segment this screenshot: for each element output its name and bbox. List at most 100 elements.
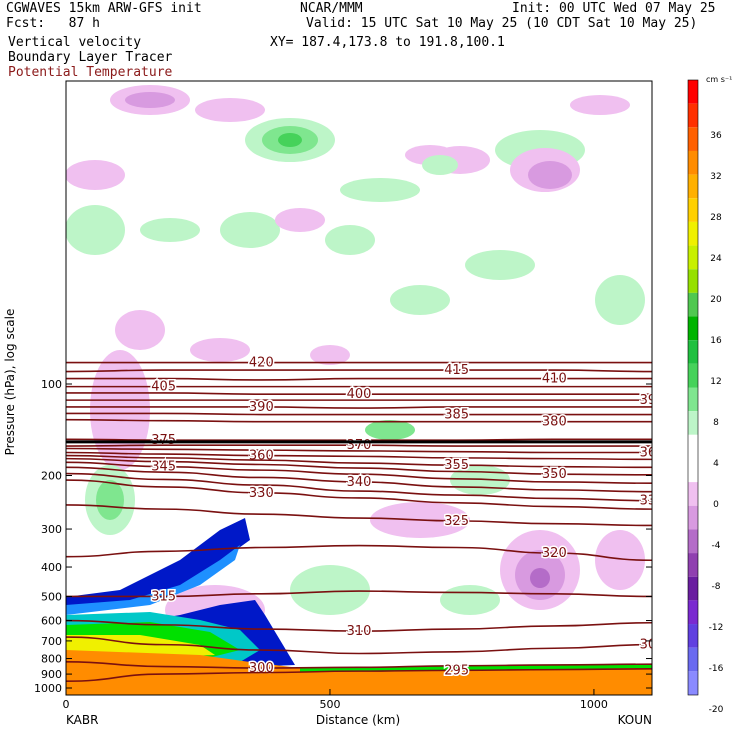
theta-label-315: 315	[151, 589, 176, 604]
vv-blob-14	[140, 218, 200, 242]
theta-line-295	[66, 668, 652, 683]
colorbar-swatch-22	[688, 600, 698, 625]
theta-line-360	[66, 451, 652, 461]
colorbar-swatch-24	[688, 647, 698, 672]
theta-line-335	[66, 472, 652, 502]
vv-blob-10	[528, 161, 572, 189]
vv-blob-17	[325, 225, 375, 255]
colorbar-label-14: -20	[709, 705, 724, 715]
x-tick-label-0: 0	[63, 698, 70, 711]
colorbar-swatch-19	[688, 529, 698, 554]
theta-label-295: 295	[444, 663, 469, 678]
colorbar-swatch-0	[688, 80, 698, 104]
vv-blob-16	[275, 208, 325, 232]
vv-blob-13	[66, 205, 125, 255]
colorbar-label-13: -16	[709, 664, 724, 674]
theta-label-390: 390	[249, 400, 274, 415]
vv-blob-36	[290, 565, 370, 615]
colorbar-swatch-14	[688, 411, 698, 435]
colorbar-label-2: 28	[710, 213, 722, 223]
y-tick-label-700: 700	[41, 635, 62, 648]
colorbar-swatch-20	[688, 553, 698, 577]
theta-line-390	[66, 406, 652, 409]
colorbar-label-12: -12	[709, 623, 724, 633]
field-boundary-layer-tracer: Boundary Layer Tracer	[8, 50, 173, 65]
x-tick-label-1000: 1000	[580, 698, 608, 711]
colorbar-swatch-4	[688, 174, 698, 199]
theta-line-310	[66, 619, 652, 632]
tracer-region-6	[66, 650, 652, 695]
y-tick-label-800: 800	[41, 653, 62, 666]
x-tick-label-500: 500	[319, 698, 340, 711]
theta-label-380: 380	[542, 415, 567, 430]
theta-label-395: 395	[640, 393, 665, 408]
colorbar-swatch-2	[688, 127, 698, 151]
y-tick-label-200: 200	[41, 470, 62, 483]
colorbar-frame	[687, 79, 699, 696]
left-endpoint-label: KABR	[66, 713, 98, 727]
theta-label-320: 320	[542, 546, 567, 561]
colorbar-swatch-16	[688, 458, 698, 483]
colorbar-label-4: 20	[710, 295, 722, 305]
colorbar-swatch-12	[688, 363, 698, 388]
theta-line-355	[66, 454, 652, 469]
vv-blob-29	[365, 420, 415, 440]
vertical-velocity-fill	[66, 85, 645, 635]
colorbar-label-7: 8	[713, 418, 719, 428]
colorbar-swatch-3	[688, 150, 698, 175]
theta-line-370	[66, 444, 652, 447]
vv-blob-28	[96, 480, 124, 520]
vv-blob-19	[190, 338, 250, 362]
right-endpoint-label: KOUN	[618, 713, 652, 727]
colorbar-swatch-8	[688, 269, 698, 293]
theta-label-350: 350	[542, 467, 567, 482]
vv-blob-23	[390, 285, 450, 315]
theta-line-315	[66, 590, 652, 598]
colorbar-label-10: -4	[712, 541, 721, 551]
colorbar-label-5: 16	[710, 336, 722, 346]
organization: NCAR/MMM	[300, 1, 363, 16]
colorbar-swatch-17	[688, 482, 698, 506]
tracer-region-1	[66, 545, 240, 615]
y-tick-label-1000: 1000	[34, 682, 62, 695]
tracer-surface-strip	[300, 664, 652, 672]
vv-blob-6	[340, 178, 420, 202]
xy-endpoints: XY= 187.4,173.8 to 191.8,100.1	[270, 35, 505, 50]
forecast-hour: Fcst: 87 h	[6, 16, 100, 31]
colorbar-label-11: -8	[712, 582, 721, 592]
colorbar-label-8: 4	[713, 459, 719, 469]
y-axis-label: Pressure (hPa), log scale	[3, 309, 17, 456]
vv-blob-24	[465, 250, 535, 280]
x-axis-label: Distance (km)	[316, 713, 400, 727]
theta-line-340	[66, 466, 652, 493]
colorbar-swatch-23	[688, 624, 698, 648]
colorbar-swatch-6	[688, 221, 698, 246]
theta-label-330: 330	[249, 486, 274, 501]
theta-label-300: 300	[249, 661, 274, 676]
theta-line-415	[66, 369, 652, 373]
colorbar-label-0: 36	[710, 131, 722, 141]
y-tick-label-500: 500	[41, 590, 62, 603]
vv-blob-12	[66, 160, 125, 190]
theta-label-415: 415	[444, 363, 469, 378]
theta-line-325	[66, 504, 652, 527]
theta-line-350	[66, 457, 652, 476]
colorbar-swatch-1	[688, 103, 698, 128]
colorbar-label-3: 24	[710, 254, 722, 264]
colorbar: 36 32 28 24 20 16 12 8 4 0 -4 -8 -12 -16 -20	[687, 79, 724, 715]
y-tick-label-300: 300	[41, 523, 62, 536]
colorbar-label-6: 12	[710, 377, 721, 387]
vv-blob-5	[278, 133, 302, 147]
theta-line-365	[66, 447, 652, 454]
theta-line-400	[66, 392, 652, 395]
boundary-layer-tracer-fill	[66, 518, 652, 695]
theta-label-355: 355	[444, 458, 469, 473]
theta-label-420: 420	[249, 356, 274, 371]
theta-label-325: 325	[444, 514, 469, 529]
colorbar-swatch-13	[688, 387, 698, 412]
colorbar-unit: cm s⁻¹	[706, 75, 732, 84]
theta-label-365: 365	[640, 445, 665, 460]
vv-blob-35	[595, 530, 645, 590]
